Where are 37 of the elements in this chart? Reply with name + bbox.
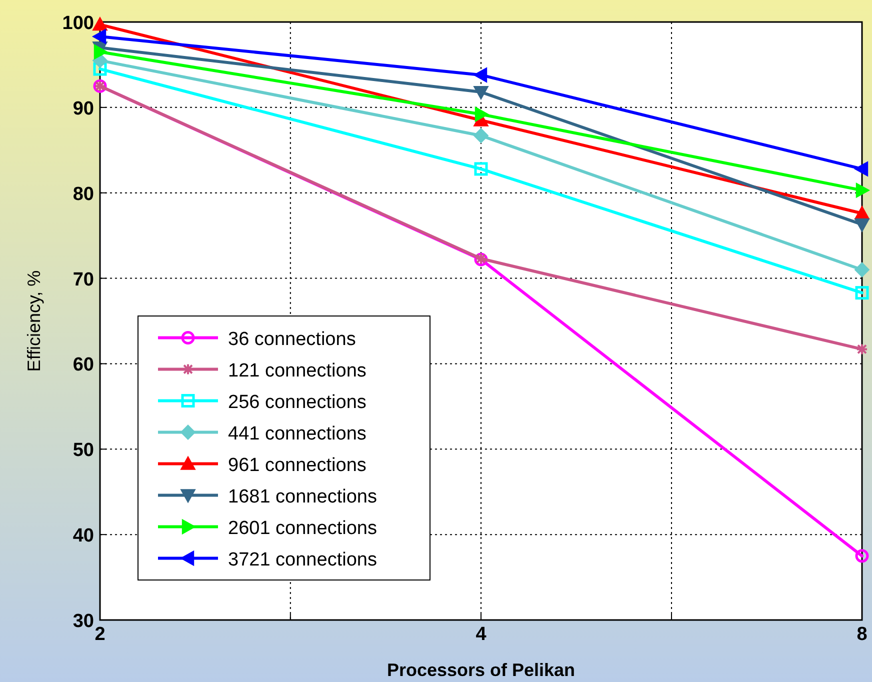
- x-axis-title: Processors of Pelikan: [386, 660, 576, 680]
- x-tick-label: 8: [856, 624, 868, 645]
- point: [474, 162, 488, 176]
- legend-label: 1681 connections: [228, 486, 377, 508]
- y-tick-label: 100: [62, 13, 94, 34]
- legend-label: 961 connections: [228, 454, 366, 476]
- point: [854, 262, 870, 278]
- y-tick-label: 60: [72, 354, 94, 376]
- x-tick-label: 4: [476, 624, 487, 645]
- point: [855, 549, 869, 563]
- legend-label: 256 connections: [228, 392, 366, 413]
- y-tick-label: 50: [72, 440, 94, 462]
- y-axis-title: Efficiency, %: [24, 270, 44, 372]
- point: [474, 128, 488, 144]
- y-tick-label: 30: [72, 611, 94, 632]
- point: [856, 343, 868, 356]
- point: [94, 44, 108, 60]
- x-tick-label: 2: [94, 624, 106, 645]
- point: [474, 67, 488, 82]
- point: [474, 106, 488, 122]
- point: [474, 86, 488, 100]
- point: [92, 17, 108, 31]
- y-tick-label: 70: [72, 269, 94, 290]
- legend-label: 121 connections: [228, 360, 366, 382]
- legend-label: 2601 connections: [228, 518, 377, 539]
- legend-label: 36 connections: [228, 328, 356, 350]
- point: [93, 62, 107, 76]
- point: [92, 29, 106, 44]
- point: [854, 218, 870, 232]
- y-tick-label: 90: [72, 98, 94, 120]
- legend-label: 441 connections: [228, 423, 366, 444]
- point: [856, 182, 870, 198]
- y-tick-label: 80: [72, 184, 94, 205]
- point: [854, 161, 868, 176]
- point: [855, 286, 869, 300]
- legend-label: 3721 connections: [228, 549, 377, 570]
- y-tick-label: 40: [72, 526, 94, 547]
